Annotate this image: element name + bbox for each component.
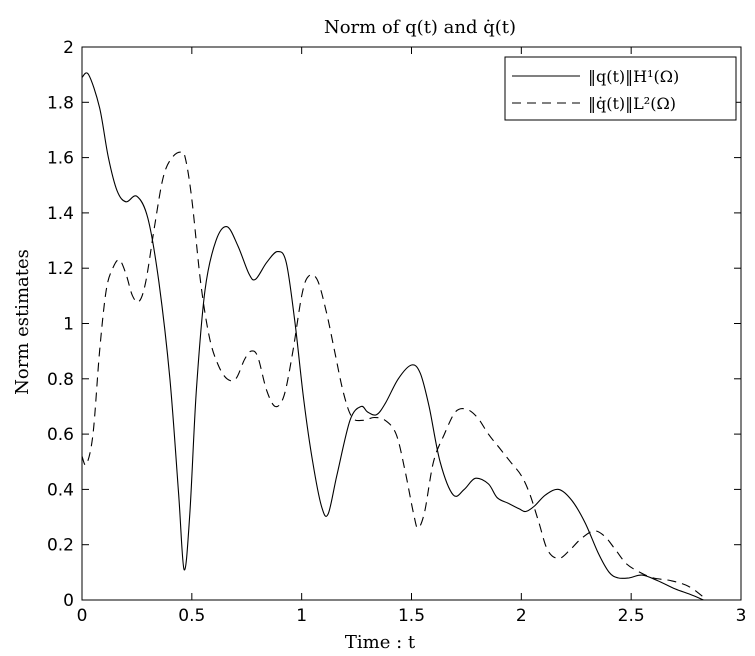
x-tick-label: 1.5 (398, 606, 425, 626)
x-tick-label: 0 (77, 606, 88, 626)
y-tick-label: 2 (63, 38, 74, 58)
legend-label-q-norm: ‖q(t)‖H¹(Ω) (588, 67, 679, 86)
chart-title: Norm of q(t) and q̇(t) (324, 17, 516, 38)
series-line-qdot-norm (81, 151, 705, 598)
y-tick-label: 0.4 (47, 480, 74, 500)
axis-ticks (81, 46, 742, 601)
y-tick-label: 0.8 (47, 370, 74, 390)
plot-area (81, 46, 742, 601)
legend-box (504, 56, 737, 121)
x-tick-label: 1 (296, 606, 307, 626)
x-tick-label: 0.5 (178, 606, 205, 626)
y-tick-label: 1.8 (47, 93, 74, 113)
legend: ‖q(t)‖H¹(Ω) ‖q̇(t)‖L²(Ω) (504, 56, 737, 121)
x-tick-label: 3 (736, 606, 747, 626)
y-tick-label: 1.4 (47, 204, 74, 224)
x-tick-label: 2 (516, 606, 527, 626)
series-lines (81, 72, 705, 601)
y-tick-label: 0.6 (47, 425, 74, 445)
x-tick-label: 2.5 (618, 606, 645, 626)
y-tick-label: 1 (63, 315, 74, 335)
series-line-q-norm (81, 72, 704, 601)
legend-label-qdot-norm: ‖q̇(t)‖L²(Ω) (588, 94, 676, 113)
x-axis-label: Time : t (345, 632, 416, 653)
y-tick-label: 1.6 (47, 149, 74, 169)
y-tick-label: 0.2 (47, 536, 74, 556)
y-axis-label: Norm estimates (12, 249, 33, 395)
tick-labels: 0 0.5 1 1.5 2 2.5 3 0 0.2 0.4 0.6 0.8 1 1.2 1.4 1.6 1.8 2 (47, 38, 746, 626)
y-tick-label: 0 (63, 591, 74, 611)
y-tick-label: 1.2 (47, 259, 74, 279)
